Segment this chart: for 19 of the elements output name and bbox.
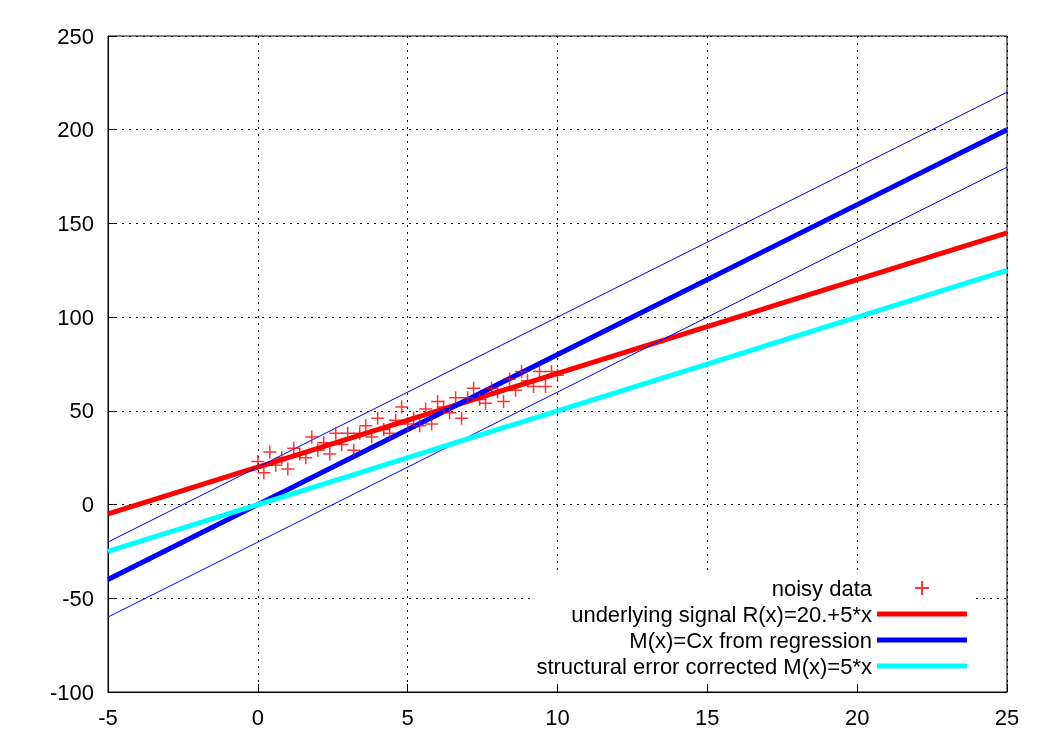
x-tick-label: 15 [695, 704, 720, 730]
x-tick-label: -5 [98, 704, 118, 730]
legend-label: M(x)=Cx from regression [629, 627, 872, 653]
y-tick-label: -100 [49, 679, 94, 705]
legend-label: structural error corrected M(x)=5*x [536, 653, 872, 679]
y-tick-label: 200 [57, 117, 94, 143]
legend-label: noisy data [771, 575, 873, 601]
y-tick-label: 50 [69, 398, 94, 424]
y-tick-label: 250 [57, 23, 94, 49]
y-tick-label: 150 [57, 210, 94, 236]
y-tick-label: 0 [81, 492, 94, 518]
x-tick-label: 10 [545, 704, 570, 730]
x-tick-label: 25 [994, 704, 1020, 730]
y-tick-label: 100 [57, 304, 94, 330]
x-tick-label: 5 [401, 704, 414, 730]
x-tick-label: 20 [844, 704, 870, 730]
legend-label: underlying signal R(x)=20.+5*x [571, 601, 872, 627]
y-tick-label: -50 [62, 585, 94, 611]
x-tick-label: 0 [251, 704, 264, 730]
